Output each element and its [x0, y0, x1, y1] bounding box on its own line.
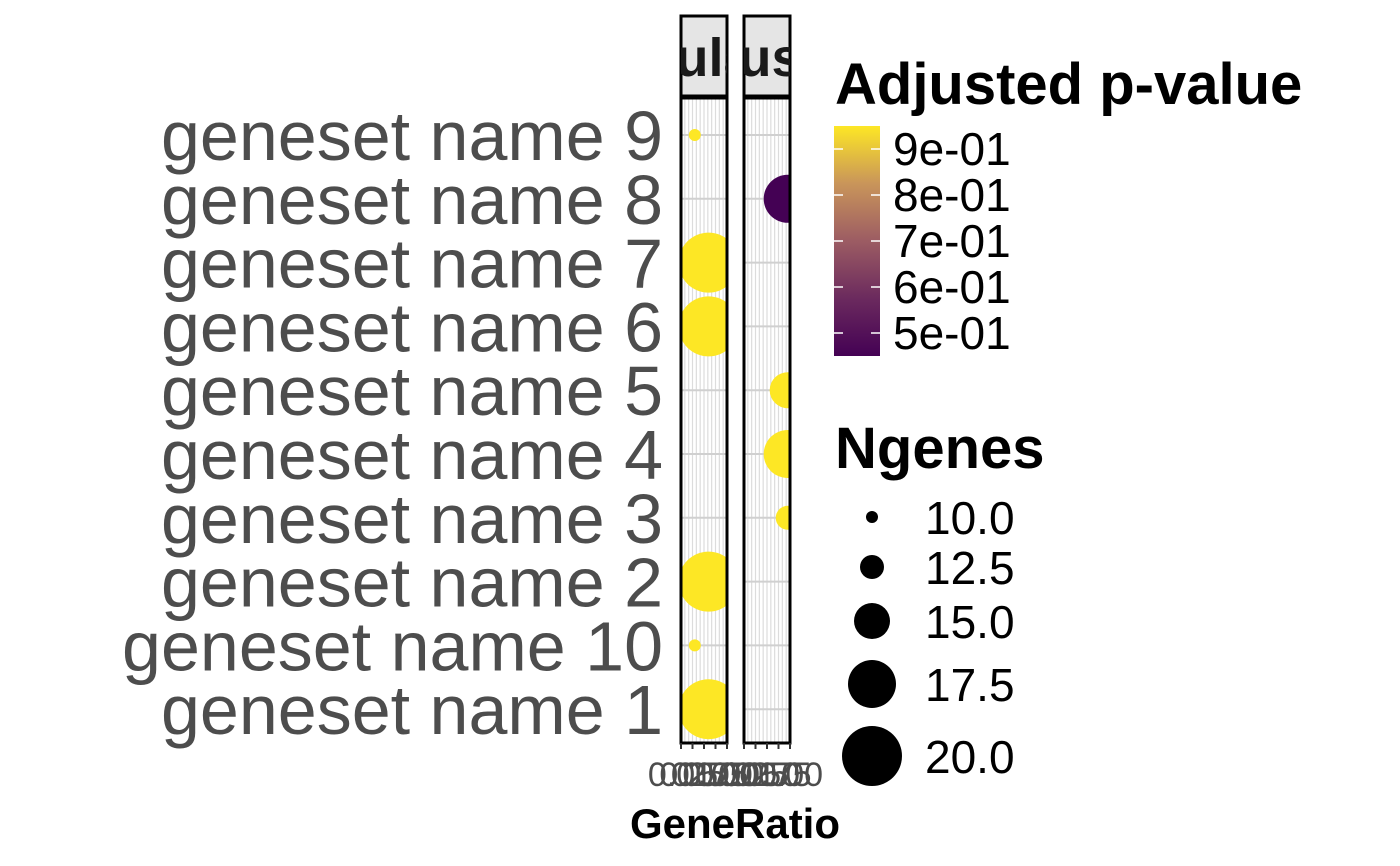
- data-point: [763, 174, 790, 223]
- x-tick-label: 0.00: [648, 756, 714, 794]
- size-legend-key: [848, 660, 896, 708]
- size-legend-label: 12.5: [925, 542, 1015, 594]
- data-point: [681, 232, 727, 293]
- x-tick-label: 1.00: [694, 756, 760, 794]
- size-legend-label: 17.5: [925, 659, 1015, 711]
- size-legend-label: 10.0: [925, 492, 1015, 544]
- x-tick-label: 0.00: [711, 756, 777, 794]
- size-legend-key: [842, 726, 902, 786]
- color-legend-label: 7e-01: [893, 215, 1011, 267]
- x-tick-label: 0.50: [671, 756, 737, 794]
- facet-strip: [742, 14, 792, 98]
- x-tick-label: 1.00: [757, 756, 823, 794]
- data-point: [775, 505, 790, 530]
- y-tick-label: geneset name 4: [161, 416, 663, 494]
- data-point: [763, 430, 790, 478]
- facet-strip-label: Regulated: [573, 28, 834, 88]
- color-legend-label: 5e-01: [893, 307, 1011, 359]
- data-point: [688, 639, 701, 652]
- x-tick-label: 0.75: [682, 756, 748, 794]
- facet-panel-2: Adjusted: [651, 14, 882, 745]
- color-legend-label: 6e-01: [893, 261, 1011, 313]
- y-tick-label: geneset name 6: [161, 288, 663, 366]
- x-axis-ticks: 0.000.250.500.751.000.000.250.500.751.00: [648, 743, 823, 794]
- facet-strip: [679, 14, 729, 98]
- x-tick-label: 0.25: [659, 756, 725, 794]
- facet-strip-label: Adjusted: [651, 28, 882, 88]
- x-axis-title: GeneRatio: [630, 800, 840, 847]
- data-point: [769, 372, 790, 409]
- y-tick-label: geneset name 7: [161, 225, 663, 303]
- y-tick-label: geneset name 1: [161, 671, 663, 749]
- data-point: [681, 551, 727, 612]
- size-legend: Ngenes 10.012.515.0 17.5 20.0: [835, 416, 1045, 786]
- facet-panel-1: Regulated: [573, 14, 834, 745]
- size-legend-label: 20.0: [925, 731, 1015, 783]
- y-tick-label: geneset name 9: [161, 97, 663, 175]
- data-point: [681, 679, 727, 740]
- y-tick-label: geneset name 8: [161, 161, 663, 239]
- color-legend-label: 9e-01: [893, 123, 1011, 175]
- color-legend-title: Adjusted p-value: [835, 52, 1302, 117]
- y-tick-label: geneset name 3: [161, 480, 663, 558]
- y-tick-label: geneset name 2: [161, 544, 663, 622]
- x-tick-label: 0.50: [734, 756, 800, 794]
- y-tick-label: geneset name 10: [122, 607, 663, 685]
- color-legend-label: 8e-01: [893, 169, 1011, 221]
- data-point: [688, 129, 701, 141]
- size-legend-label: 15.0: [925, 596, 1015, 648]
- y-tick-label: geneset name 5: [161, 352, 663, 430]
- size-legend-title: Ngenes: [835, 416, 1045, 481]
- size-legend-key: [860, 555, 884, 579]
- size-legend-key: [866, 511, 878, 523]
- x-tick-label: 0.75: [745, 756, 811, 794]
- size-legend-items: 10.012.515.0 17.5 20.0: [842, 492, 1015, 786]
- data-point: [681, 296, 727, 357]
- x-tick-label: 0.25: [722, 756, 788, 794]
- size-legend-key: [854, 603, 890, 639]
- color-legend: Adjusted p-value 9e-018e-017e-016e-015e-…: [834, 52, 1302, 359]
